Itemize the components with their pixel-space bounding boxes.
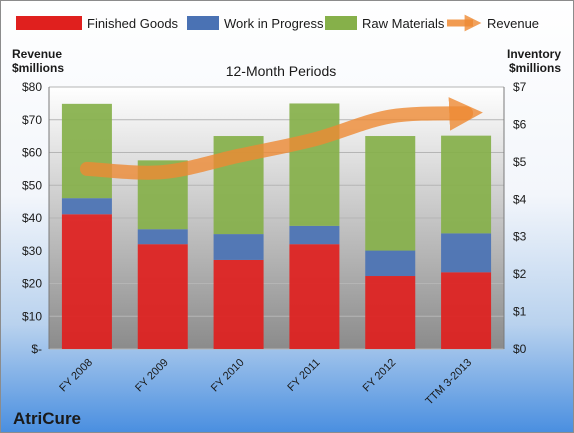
- y-left-tick-label: $30: [22, 244, 42, 258]
- y-left-title-line2: $millions: [12, 61, 64, 75]
- y-left-tick-label: $60: [22, 146, 42, 160]
- y-left-tick-label: $70: [22, 113, 42, 127]
- bar-work-in-progress-ttm-3-2013: [441, 233, 492, 273]
- bar-work-in-progress-fy-2011: [289, 225, 340, 245]
- legend-swatch-work-in-progress: [187, 16, 219, 30]
- legend-label-finished-goods: Finished Goods: [87, 16, 179, 31]
- bar-finished-goods-ttm-3-2013: [441, 272, 492, 349]
- y-right-tick-label: $3: [513, 230, 527, 244]
- revenue-point-fy-2009: [162, 171, 164, 173]
- x-tick-label: FY 2012: [361, 357, 399, 395]
- y-right-tick-label: $4: [513, 192, 527, 206]
- revenue-line: [79, 97, 483, 180]
- bar-raw-materials-fy-2008: [61, 103, 112, 199]
- y-right-axis: $0 $1 $2 $3 $4 $5 $6 $7: [513, 80, 527, 356]
- bar-raw-materials-fy-2011: [289, 103, 340, 226]
- y-left-tick-label: $40: [22, 211, 42, 225]
- y-right-tick-label: $0: [513, 342, 527, 356]
- bar-finished-goods-fy-2011: [289, 244, 340, 349]
- y-right-title-line1: Inventory: [507, 47, 561, 61]
- y-right-tick-label: $7: [513, 80, 527, 94]
- bars: [61, 103, 492, 349]
- legend-swatch-raw-materials: [325, 16, 357, 30]
- bar-work-in-progress-fy-2010: [213, 234, 264, 260]
- legend-swatch-finished-goods: [16, 16, 82, 30]
- y-right-tick-label: $6: [513, 117, 527, 131]
- x-tick-label: FY 2008: [57, 357, 95, 395]
- x-tick-label: FY 2009: [133, 357, 171, 395]
- bar-work-in-progress-fy-2012: [365, 250, 416, 277]
- revenue-point-ttm-3-2013: [465, 112, 467, 114]
- revenue-line-path: [79, 97, 483, 180]
- x-tick-label: FY 2010: [209, 357, 247, 395]
- revenue-point-fy-2010: [238, 155, 240, 157]
- y-right-tick-label: $2: [513, 267, 527, 281]
- y-left-tick-label: $-: [31, 342, 42, 356]
- bar-work-in-progress-fy-2008: [61, 198, 112, 215]
- company-name: AtriCure: [13, 409, 81, 428]
- x-tick-label: FY 2011: [285, 357, 322, 394]
- bar-finished-goods-fy-2012: [365, 276, 416, 349]
- x-axis: FY 2008 FY 2009 FY 2010 FY 2011 FY 2012 TTM 3…: [57, 357, 474, 408]
- y-left-tick-label: $50: [22, 178, 42, 192]
- y-left-axis: $- $10 $20 $30 $40 $50 $60 $70 $80: [22, 80, 42, 356]
- y-left-tick-label: $10: [22, 309, 42, 323]
- chart-subtitle: 12-Month Periods: [226, 63, 337, 79]
- revenue-point-fy-2012: [389, 115, 391, 117]
- y-right-tick-label: $5: [513, 155, 527, 169]
- bar-work-in-progress-fy-2009: [137, 229, 188, 245]
- plot-area: [48, 86, 505, 350]
- y-left-title-line1: Revenue: [12, 47, 62, 61]
- bar-finished-goods-fy-2010: [213, 259, 264, 349]
- y-right-tick-label: $1: [513, 305, 527, 319]
- legend-label-revenue: Revenue: [487, 16, 539, 31]
- y-left-tick-label: $20: [22, 277, 42, 291]
- x-tick-label: TTM 3-2013: [423, 357, 474, 408]
- y-left-tick-label: $80: [22, 80, 42, 94]
- legend: Finished Goods Work in Progress Raw Mate…: [16, 14, 539, 32]
- revenue-point-fy-2011: [313, 138, 315, 140]
- bar-raw-materials-ttm-3-2013: [441, 135, 492, 234]
- revenue-point-fy-2008: [86, 168, 88, 170]
- bar-finished-goods-fy-2009: [137, 244, 188, 349]
- bar-raw-materials-fy-2012: [365, 136, 416, 251]
- legend-label-work-in-progress: Work in Progress: [224, 16, 324, 31]
- bar-finished-goods-fy-2008: [61, 214, 112, 349]
- y-right-title-line2: $millions: [509, 61, 561, 75]
- legend-label-raw-materials: Raw Materials: [362, 16, 445, 31]
